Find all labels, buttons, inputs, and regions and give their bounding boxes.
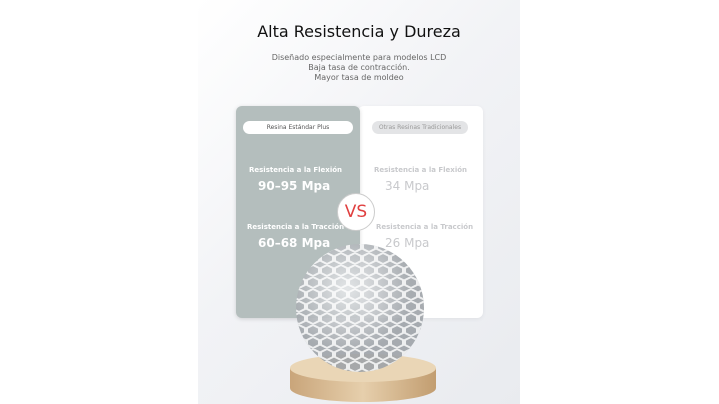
- flex-value: 34 Mpa: [385, 179, 430, 193]
- tract-label: Resistencia a la Tracción: [376, 223, 474, 231]
- subtitle: Diseñado especialmente para modelos LCD …: [198, 53, 520, 83]
- resin-sphere-illustration: [290, 244, 436, 402]
- subtitle-line: Baja tasa de contracción.: [308, 63, 410, 72]
- subtitle-line: Diseñado especialmente para modelos LCD: [271, 53, 447, 62]
- vs-badge: VS: [337, 193, 375, 231]
- subtitle-line: Mayor tasa de moldeo: [314, 73, 404, 82]
- product-image: Alta Resistencia y Dureza Diseñado espec…: [198, 0, 520, 404]
- page-title: Alta Resistencia y Dureza: [257, 22, 461, 41]
- card-label: Resina Estándar Plus: [243, 121, 353, 134]
- tract-label: Resistencia a la Tracción: [247, 223, 345, 231]
- flex-label: Resistencia a la Flexión: [374, 166, 468, 174]
- card-label: Otras Resinas Tradicionales: [372, 121, 468, 134]
- flex-value: 90–95 Mpa: [258, 179, 331, 193]
- flex-label: Resistencia a la Flexión: [249, 166, 343, 174]
- tract-value: 26 Mpa: [385, 236, 430, 250]
- sphere: [296, 244, 424, 372]
- tract-value: 60–68 Mpa: [258, 236, 331, 250]
